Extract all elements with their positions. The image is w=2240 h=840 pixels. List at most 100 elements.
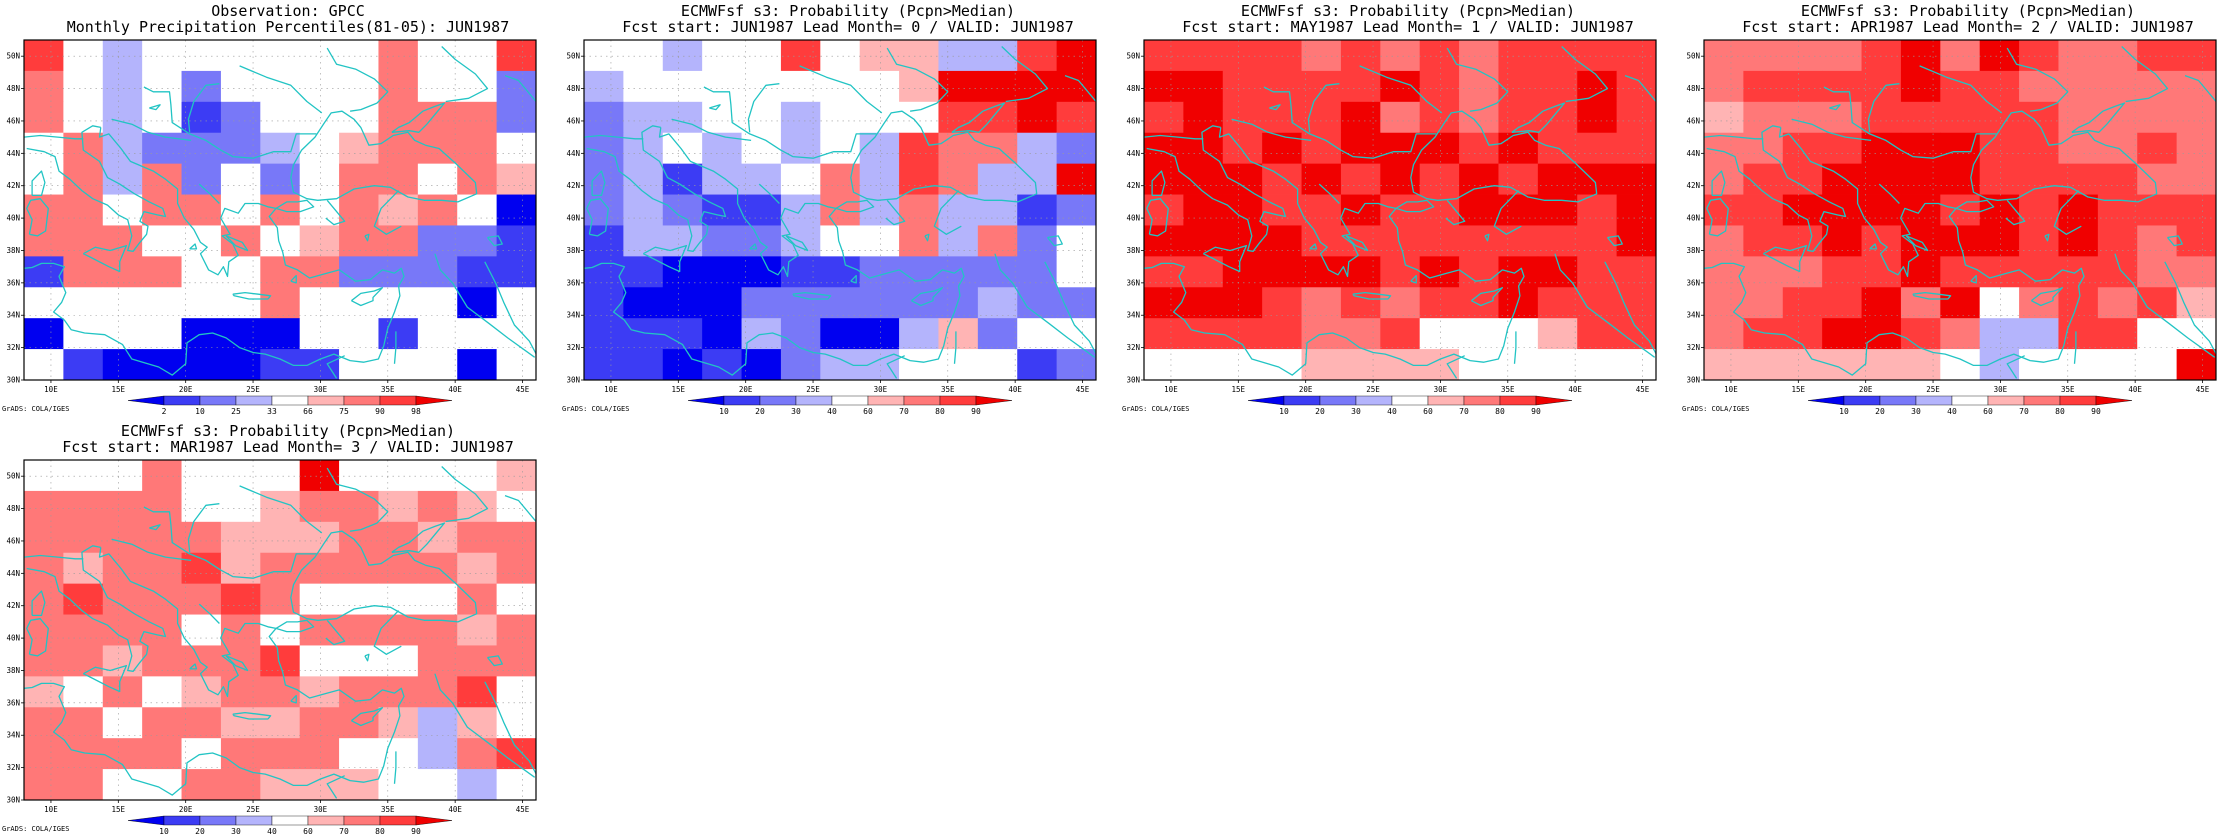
grid-cell bbox=[63, 614, 104, 646]
grid-cell bbox=[1822, 256, 1862, 288]
lon-tick-label: 35E bbox=[381, 805, 395, 814]
grid-cell bbox=[1537, 349, 1578, 380]
lat-tick-label: 44N bbox=[1686, 149, 1700, 158]
grid-cell bbox=[584, 256, 624, 288]
grid-cell bbox=[378, 490, 419, 523]
grid-cell bbox=[1419, 318, 1460, 350]
grid-cell bbox=[378, 101, 419, 134]
lat-tick-label: 42N bbox=[566, 181, 580, 190]
lat-tick-label: 30N bbox=[1686, 376, 1700, 385]
grid-cell bbox=[1222, 101, 1263, 134]
lat-tick-label: 44N bbox=[1126, 149, 1140, 158]
grid-cell bbox=[2019, 287, 2059, 319]
colorbar-label: 80 bbox=[1495, 407, 1505, 415]
grid-cell bbox=[702, 194, 742, 226]
grid-cell bbox=[1222, 194, 1263, 226]
grid-cell bbox=[938, 101, 979, 134]
grid-cell bbox=[299, 738, 340, 770]
grid-cell bbox=[63, 70, 104, 103]
lon-tick-label: 45E bbox=[1076, 385, 1090, 394]
grid-cell bbox=[496, 70, 536, 103]
grid-cell bbox=[1262, 349, 1302, 380]
grid-cell bbox=[181, 645, 222, 677]
colorbar-label: 40 bbox=[1947, 407, 1957, 415]
grid-cell bbox=[1900, 256, 1941, 288]
grid-cell bbox=[142, 287, 182, 319]
grid-cell bbox=[102, 70, 143, 103]
grid-cell bbox=[102, 614, 143, 646]
lat-tick-label: 44N bbox=[6, 569, 20, 578]
grid-cell bbox=[662, 132, 703, 165]
colorbar-swatch bbox=[1463, 395, 1501, 406]
lat-tick-label: 42N bbox=[1126, 181, 1140, 190]
grid-cell bbox=[1459, 225, 1499, 257]
grid-cell bbox=[299, 707, 340, 739]
grid-cell bbox=[260, 490, 301, 523]
grid-cell bbox=[1979, 40, 2020, 72]
grid-cell bbox=[1144, 349, 1184, 380]
grid-cell bbox=[702, 318, 742, 350]
grid-cell bbox=[938, 163, 979, 195]
grid-cell bbox=[378, 70, 419, 103]
colorbar-swatch bbox=[1319, 395, 1357, 406]
grid-cell bbox=[299, 552, 340, 585]
colorbar-label: 60 bbox=[1423, 407, 1433, 415]
grid-cell bbox=[1222, 163, 1263, 195]
grid-cell bbox=[741, 40, 782, 72]
grid-cell bbox=[1537, 70, 1578, 103]
colorbar-swatch bbox=[2023, 395, 2061, 406]
grid-cell bbox=[24, 349, 64, 380]
lat-tick-label: 30N bbox=[6, 376, 20, 385]
grid-cell bbox=[1577, 40, 1618, 72]
grid-cell bbox=[1616, 287, 1656, 319]
map-frame bbox=[1143, 39, 1657, 381]
lon-tick-label: 45E bbox=[2196, 385, 2210, 394]
grid-cell bbox=[1979, 70, 2020, 103]
grid-cell bbox=[457, 769, 498, 800]
grads-credit: GrADS: COLA/IGES bbox=[562, 405, 629, 413]
colorbar-label: 75 bbox=[339, 407, 349, 415]
grid-cell bbox=[339, 769, 379, 800]
grid-cell bbox=[1782, 194, 1823, 226]
grid-cell bbox=[1498, 256, 1539, 288]
grid-cell bbox=[63, 225, 104, 257]
grid-cell bbox=[1861, 256, 1902, 288]
grid-cell bbox=[24, 287, 64, 319]
grid-cell bbox=[63, 521, 104, 554]
grid-cell bbox=[1340, 163, 1381, 195]
grid-cell bbox=[339, 521, 379, 554]
grid-cell bbox=[260, 40, 301, 72]
grid-cell bbox=[1340, 70, 1381, 103]
lat-tick-label: 40N bbox=[6, 214, 20, 223]
grid-cell bbox=[1017, 318, 1058, 350]
grid-cell bbox=[2137, 256, 2178, 288]
grid-cell bbox=[2058, 132, 2099, 165]
grid-cell bbox=[1017, 256, 1058, 288]
grid-cell bbox=[662, 163, 703, 195]
grid-cell bbox=[2137, 101, 2178, 134]
lat-tick-label: 32N bbox=[6, 763, 20, 772]
colorbar-swatch bbox=[415, 815, 453, 826]
lat-tick-label: 30N bbox=[6, 796, 20, 805]
grid-cell bbox=[1340, 101, 1381, 134]
grid-cell bbox=[260, 707, 301, 739]
grid-cell bbox=[260, 287, 301, 319]
lon-tick-label: 15E bbox=[1792, 385, 1806, 394]
grid-cell bbox=[1940, 318, 1981, 350]
grid-cell bbox=[417, 645, 458, 677]
colorbar-swatch bbox=[343, 395, 381, 406]
grid-cell bbox=[1222, 70, 1263, 103]
grid-cell bbox=[142, 318, 182, 350]
lon-tick-label: 20E bbox=[1859, 385, 1873, 394]
grid-cell bbox=[457, 707, 498, 739]
lon-tick-label: 35E bbox=[381, 385, 395, 394]
grid-cell bbox=[378, 614, 419, 646]
grid-cell bbox=[938, 194, 979, 226]
grid-cell bbox=[1222, 349, 1263, 380]
grid-cell bbox=[1056, 40, 1096, 72]
grid-cell bbox=[63, 769, 104, 800]
grid-cell bbox=[1782, 163, 1823, 195]
grid-cell bbox=[181, 521, 222, 554]
grid-cell bbox=[220, 769, 261, 800]
colorbar-label: 40 bbox=[1387, 407, 1397, 415]
